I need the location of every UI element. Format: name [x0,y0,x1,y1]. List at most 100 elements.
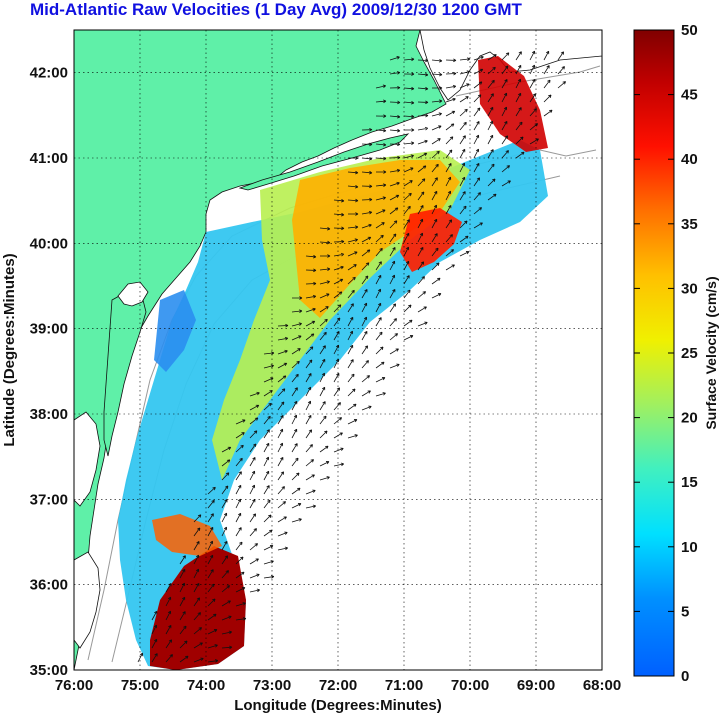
colorbar-tick-label: 50 [681,22,698,39]
velocity-arrow [333,212,345,217]
colorbar-tick-label: 35 [681,216,698,233]
velocity-arrow [319,331,327,341]
velocity-arrow [221,585,230,593]
velocity-arrow [417,152,428,159]
velocity-arrow [473,148,480,159]
velocity-arrow [277,323,289,328]
velocity-arrow [263,415,271,425]
velocity-arrow [193,554,200,565]
velocity-arrow [221,459,231,467]
velocity-arrow [501,180,511,187]
velocity-arrow [291,387,298,397]
velocity-arrow [375,331,383,341]
velocity-arrow [459,148,466,159]
velocity-arrow [291,360,300,369]
velocity-arrow [249,470,256,481]
velocity-arrow [235,617,247,621]
velocity-arrow [347,434,358,439]
velocity-arrow [445,234,453,243]
velocity-arrow [473,192,481,201]
velocity-arrow [263,364,274,369]
velocity-arrow [389,128,401,133]
velocity-arrow [417,86,429,91]
velocity-arrow [445,110,456,117]
velocity-arrow [403,167,414,173]
velocity-arrow [459,235,469,243]
velocity-arrow [445,249,454,257]
velocity-arrow [375,392,386,397]
velocity-arrow [249,430,258,439]
velocity-arrow [445,58,457,63]
velocity-arrow [193,657,204,663]
velocity-arrow [501,120,508,131]
velocity-arrow [403,141,415,145]
velocity-arrow [361,223,372,229]
velocity-arrow [305,474,315,481]
velocity-arrow [375,261,382,271]
velocity-arrow [459,205,467,215]
velocity-arrow [151,610,158,621]
velocity-arrow [389,348,399,355]
velocity-arrow [417,246,424,257]
y-axis-label: Latitude (Degrees:Minutes) [1,253,18,446]
velocity-arrow [263,575,275,579]
velocity-arrow [473,68,484,75]
velocity-arrow [403,275,410,285]
velocity-arrow [277,415,284,425]
velocity-arrow [277,401,285,411]
velocity-arrow [431,163,439,173]
velocity-arrow [235,484,242,495]
velocity-arrow [361,375,370,383]
velocity-arrow [403,205,411,215]
velocity-arrow [389,194,400,201]
velocity-arrow [403,219,410,229]
velocity-arrow [347,184,359,189]
velocity-arrow [347,225,359,229]
velocity-arrow [179,640,188,649]
velocity-arrow [529,78,536,89]
velocity-arrow [277,471,285,481]
velocity-arrow [417,178,426,187]
velocity-arrow [459,191,466,201]
velocity-arrow [305,359,313,369]
velocity-arrow [319,386,326,397]
velocity-arrow [249,391,260,397]
velocity-arrow [305,320,316,327]
velocity-arrow [291,443,298,453]
velocity-arrow [529,108,537,117]
velocity-arrow [291,428,298,439]
velocity-arrow [277,501,286,509]
velocity-arrow [319,445,329,453]
velocity-arrow [361,142,373,147]
velocity-arrow [235,457,243,467]
velocity-arrow [319,401,326,411]
velocity-arrow [389,168,401,173]
velocity-arrow [375,234,384,243]
velocity-arrow [207,629,218,635]
velocity-arrow [417,276,425,285]
velocity-arrow [305,459,314,467]
velocity-arrow [193,541,200,551]
velocity-arrow [221,472,230,481]
velocity-arrow [389,181,400,187]
velocity-arrow [417,232,424,243]
velocity-arrow [431,262,440,271]
velocity-arrow [403,335,414,341]
velocity-arrow [151,653,158,663]
velocity-arrow [389,114,401,119]
velocity-arrow [417,113,429,118]
velocity-arrow [305,307,316,313]
velocity-arrow [221,600,231,607]
velocity-arrow [347,419,358,425]
velocity-arrow [277,531,288,537]
velocity-arrow [221,615,232,621]
velocity-arrow [319,280,330,285]
velocity-arrow [459,135,466,145]
velocity-arrow [291,296,303,300]
velocity-arrow [375,222,385,229]
velocity-arrow [291,309,303,313]
colorbar-tick-label: 5 [681,603,689,620]
velocity-arrow [445,136,454,145]
velocity-arrow [417,191,425,201]
velocity-arrow [235,432,245,439]
